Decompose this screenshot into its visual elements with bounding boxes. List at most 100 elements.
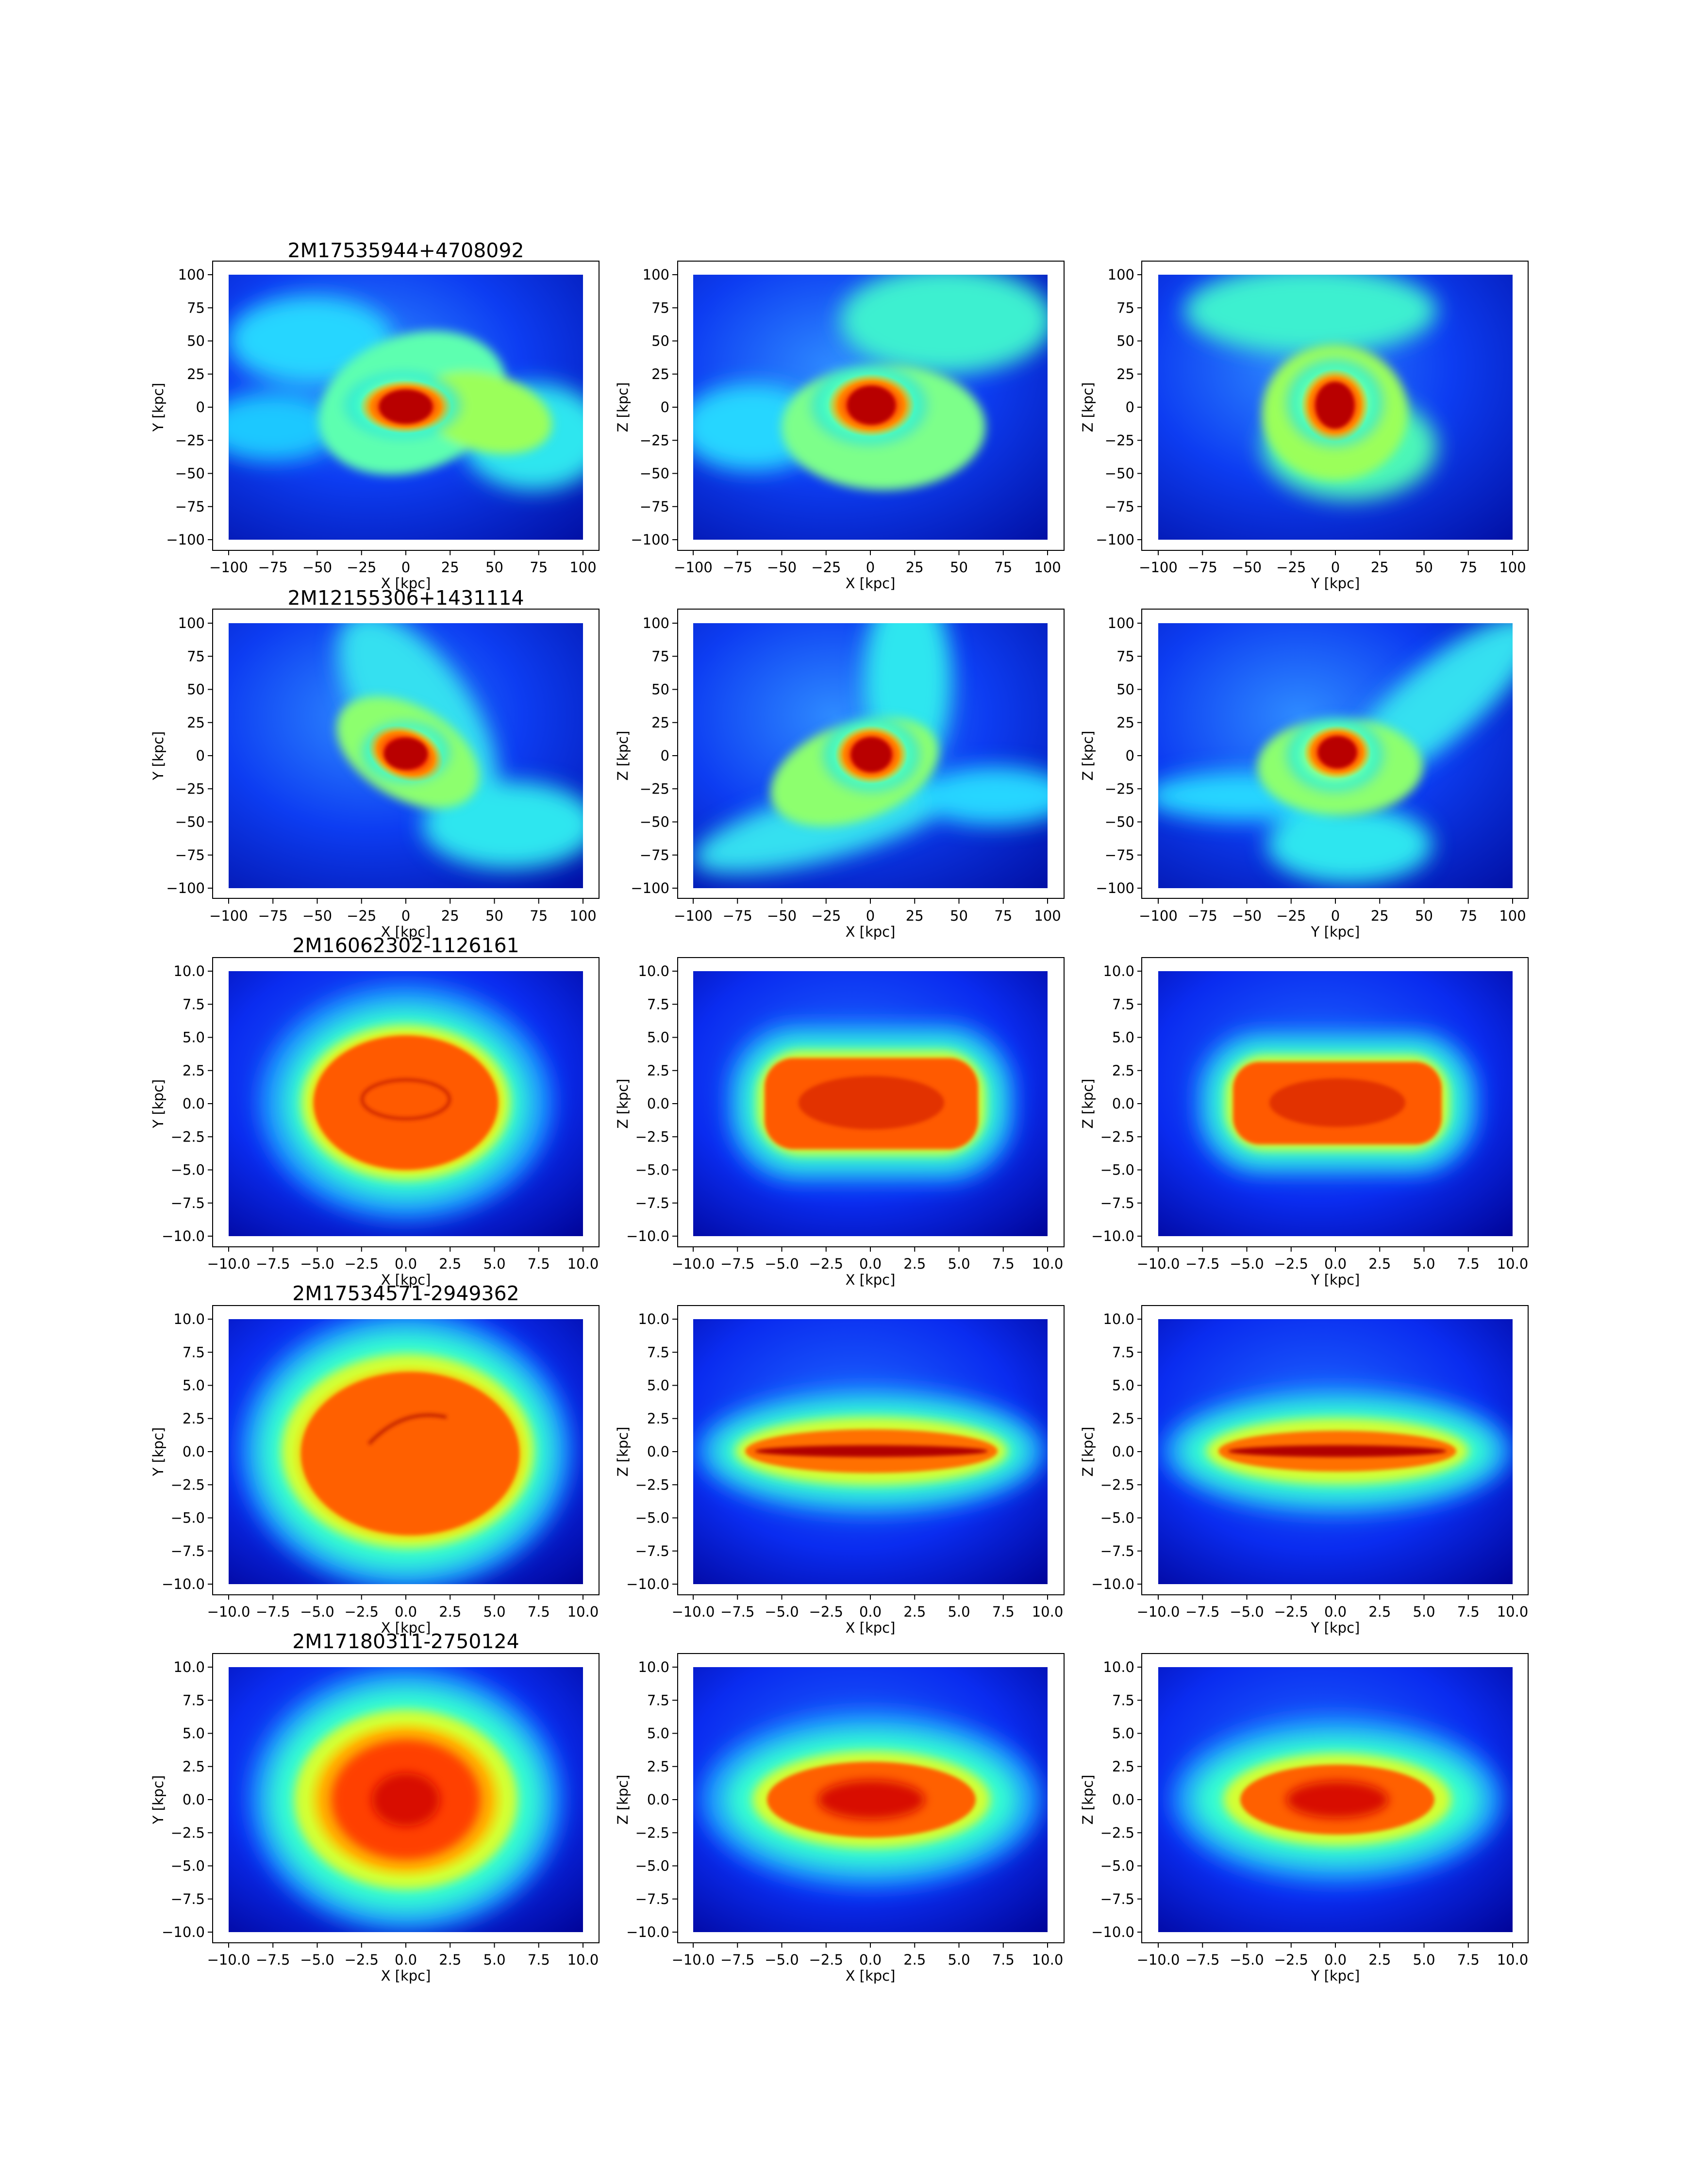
y-tick-label: −7.5 bbox=[635, 1195, 669, 1211]
x-tick-label: −10.0 bbox=[1137, 1604, 1180, 1620]
y-tick-label: 0.0 bbox=[183, 1791, 205, 1808]
x-tick-label: −25 bbox=[347, 908, 376, 924]
y-tick-label: 2.5 bbox=[183, 1410, 205, 1427]
x-tick-label: −100 bbox=[1139, 559, 1178, 576]
x-tick-label: −2.5 bbox=[345, 1256, 379, 1272]
y-tick-label: 50 bbox=[651, 333, 669, 349]
x-tick-label: 50 bbox=[950, 908, 968, 924]
y-tick-label: −10.0 bbox=[1091, 1924, 1134, 1940]
axes-0-0: −100 −75 −50 −25 0 25 50 75 100 −100 −75 −50 −25 0 25 5… bbox=[150, 266, 597, 592]
x-tick-label: −75 bbox=[723, 559, 752, 576]
x-tick-label: −75 bbox=[258, 908, 288, 924]
x-tick-label: 50 bbox=[1415, 559, 1433, 576]
y-tick-label: 100 bbox=[1108, 266, 1134, 283]
y-tick-label: −75 bbox=[1105, 498, 1134, 515]
axes-4-1: −10.0 −7.5 −5.0 −2.5 0.0 2.5 5.0 7.5 10.0 −10.0 −7… bbox=[615, 1659, 1063, 1984]
x-tick-label: 0 bbox=[401, 908, 410, 924]
x-tick-label: −7.5 bbox=[256, 1256, 290, 1272]
x-tick-label: 7.5 bbox=[528, 1952, 550, 1968]
x-tick-label: 0 bbox=[1331, 908, 1340, 924]
y-tick-label: 100 bbox=[178, 266, 205, 283]
heatmap-2-1 bbox=[693, 971, 1048, 1236]
x-tick-label: 10.0 bbox=[1032, 1952, 1064, 1968]
y-tick-label: −100 bbox=[1096, 531, 1134, 548]
x-tick-label: −10.0 bbox=[1137, 1256, 1180, 1272]
x-tick-label: 7.5 bbox=[992, 1604, 1015, 1620]
x-tick-label: 5.0 bbox=[1413, 1952, 1435, 1968]
x-tick-label: 50 bbox=[485, 908, 503, 924]
y-tick-label: −100 bbox=[631, 880, 669, 896]
x-tick-label: −50 bbox=[1232, 559, 1262, 576]
y-tick-label: 2.5 bbox=[647, 1062, 669, 1079]
y-tick-label: −25 bbox=[175, 780, 205, 797]
y-tick-label: −10.0 bbox=[626, 1576, 669, 1592]
x-tick-label: 7.5 bbox=[528, 1604, 550, 1620]
y-tick-label: 5.0 bbox=[183, 1725, 205, 1742]
y-tick-label: 10.0 bbox=[638, 1311, 669, 1327]
y-tick-label: 10.0 bbox=[638, 1659, 669, 1675]
x-axis-label: X [kpc] bbox=[381, 924, 431, 940]
y-axis-label: Y [kpc] bbox=[150, 383, 167, 432]
x-tick-label: 0 bbox=[866, 559, 875, 576]
y-tick-label: −10.0 bbox=[162, 1924, 205, 1940]
y-tick-label: −2.5 bbox=[635, 1128, 669, 1145]
y-tick-label: 75 bbox=[187, 299, 205, 316]
y-tick-label: −75 bbox=[640, 847, 669, 863]
x-tick-label: −10.0 bbox=[1137, 1952, 1180, 1968]
y-tick-label: 0.0 bbox=[647, 1791, 669, 1808]
y-tick-label: 5.0 bbox=[647, 1377, 669, 1394]
y-axis-label: Z [kpc] bbox=[615, 382, 631, 432]
y-tick-label: −50 bbox=[175, 814, 205, 830]
y-tick-label: −2.5 bbox=[171, 1128, 205, 1145]
axes-4-0: −10.0 −7.5 −5.0 −2.5 0.0 2.5 5.0 7.5 10.0 −10.0 −7… bbox=[150, 1659, 599, 1984]
x-tick-label: −50 bbox=[302, 908, 332, 924]
y-tick-label: −75 bbox=[1105, 847, 1134, 863]
x-axis-label: X [kpc] bbox=[846, 575, 896, 592]
y-tick-label: −25 bbox=[640, 432, 669, 448]
x-tick-label: 0 bbox=[866, 908, 875, 924]
row-4: 2M17180311-2750124 bbox=[212, 1630, 1529, 1943]
y-tick-label: −25 bbox=[175, 432, 205, 448]
x-tick-label: 5.0 bbox=[1413, 1604, 1435, 1620]
x-tick-label: 2.5 bbox=[1368, 1604, 1391, 1620]
heatmap-4-1 bbox=[693, 1667, 1048, 1932]
x-tick-label: −5.0 bbox=[1230, 1256, 1264, 1272]
x-tick-label: 100 bbox=[569, 908, 596, 924]
x-tick-label: −100 bbox=[209, 908, 248, 924]
y-tick-label: −7.5 bbox=[635, 1891, 669, 1907]
y-tick-label: −75 bbox=[175, 847, 205, 863]
y-tick-label: 0.0 bbox=[183, 1443, 205, 1460]
star-title-3: 2M17534571-2949362 bbox=[292, 1282, 519, 1305]
y-tick-label: 0 bbox=[1126, 399, 1134, 415]
y-tick-label: −75 bbox=[175, 498, 205, 515]
x-tick-label: 75 bbox=[1459, 559, 1477, 576]
axes-2-0: −10.0 −7.5 −5.0 −2.5 0.0 2.5 5.0 7.5 10.0 −10.0 −7… bbox=[150, 963, 599, 1288]
y-tick-label: 25 bbox=[187, 714, 205, 731]
axes-3-0: −10.0 −7.5 −5.0 −2.5 0.0 2.5 5.0 7.5 10.0 −10.0 −7… bbox=[150, 1311, 599, 1636]
heatmap-0-0 bbox=[229, 275, 583, 540]
row-1: 2M12155306+1431114 bbox=[212, 586, 1529, 899]
y-tick-label: 5.0 bbox=[183, 1377, 205, 1394]
x-tick-label: 7.5 bbox=[528, 1256, 550, 1272]
y-tick-label: 0.0 bbox=[647, 1443, 669, 1460]
axes-1-1: −100 −75 −50 −25 0 25 50 75 100 −100 −75 −50 −25 0 25 5… bbox=[615, 615, 1061, 940]
y-tick-label: −25 bbox=[640, 780, 669, 797]
x-tick-label: −2.5 bbox=[1274, 1256, 1308, 1272]
panel-frame-1-1 bbox=[677, 609, 1065, 899]
x-tick-label: −25 bbox=[811, 908, 841, 924]
x-tick-label: 100 bbox=[1499, 908, 1526, 924]
y-axis-label: Z [kpc] bbox=[615, 1079, 631, 1129]
y-tick-label: 0.0 bbox=[183, 1095, 205, 1112]
y-tick-label: 75 bbox=[1116, 648, 1134, 664]
x-tick-label: 0 bbox=[1331, 559, 1340, 576]
y-axis-label: Z [kpc] bbox=[1080, 382, 1096, 432]
y-tick-label: 2.5 bbox=[183, 1062, 205, 1079]
y-tick-label: 7.5 bbox=[1112, 1344, 1134, 1360]
x-tick-label: 0.0 bbox=[395, 1604, 417, 1620]
y-tick-label: 2.5 bbox=[647, 1758, 669, 1775]
x-tick-label: 100 bbox=[1034, 908, 1061, 924]
y-tick-label: 7.5 bbox=[183, 1692, 205, 1708]
y-tick-label: 25 bbox=[187, 366, 205, 382]
x-tick-label: 7.5 bbox=[992, 1952, 1015, 1968]
